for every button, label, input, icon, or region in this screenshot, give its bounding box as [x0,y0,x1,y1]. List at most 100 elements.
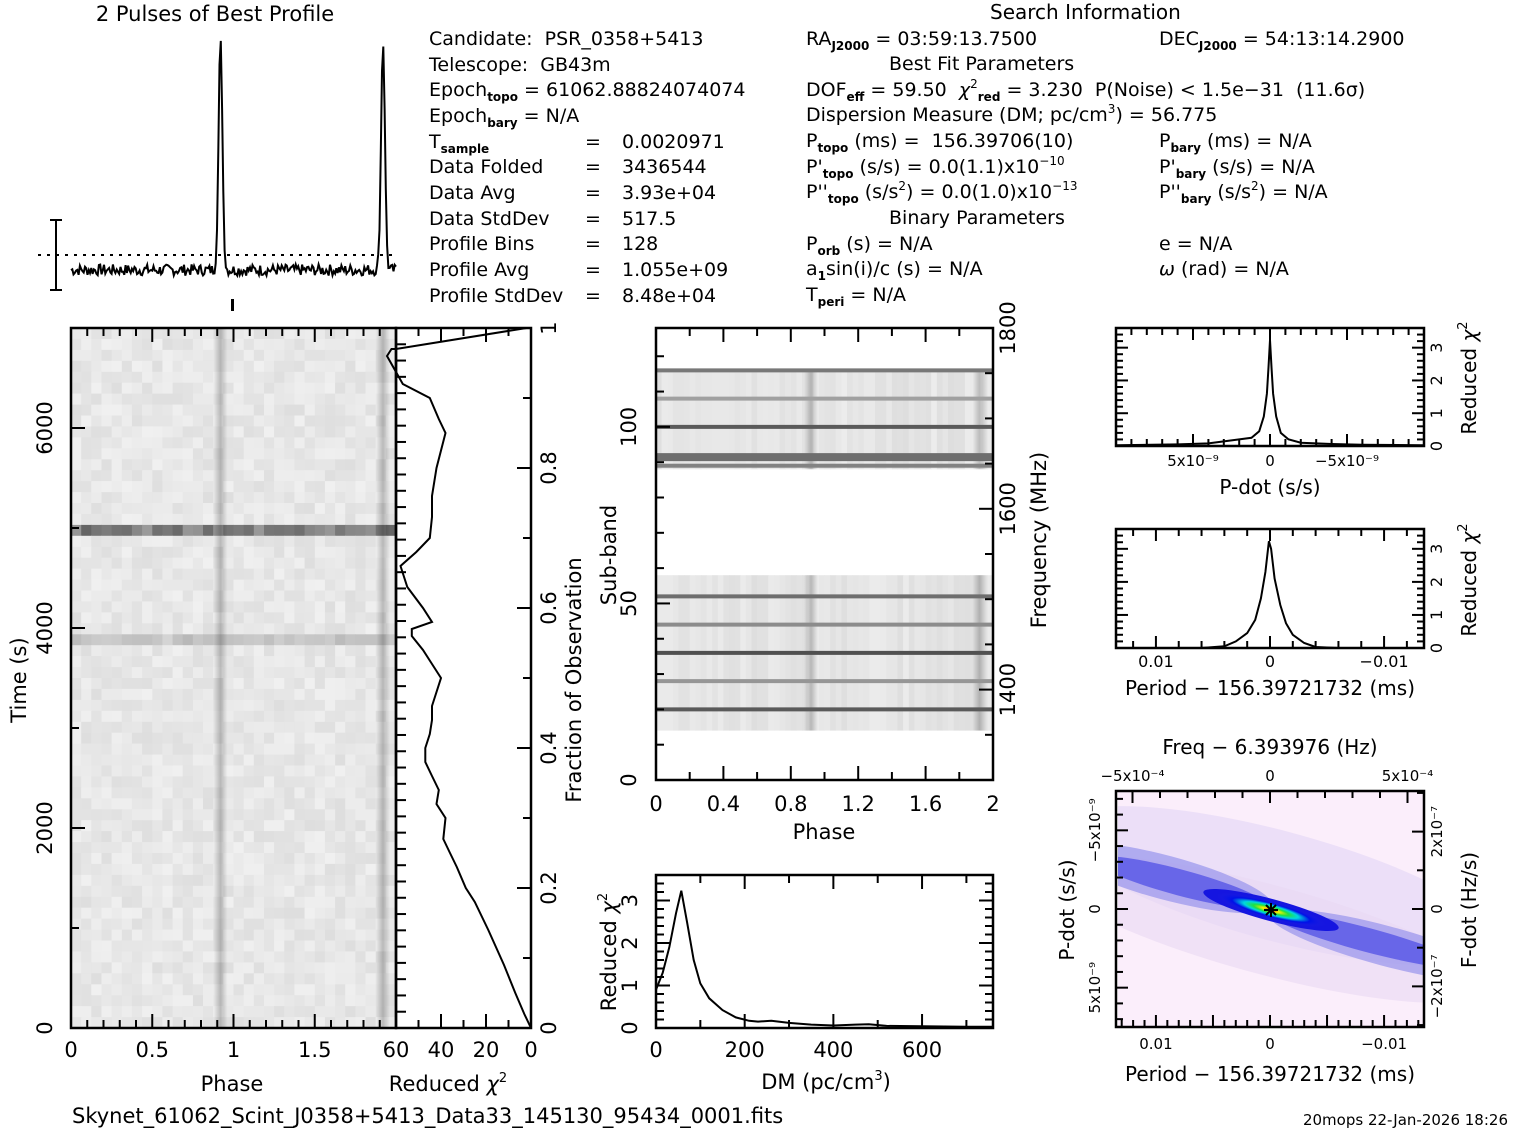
heatmap-cell [284,743,295,755]
heatmap-cell [203,754,214,766]
heatmap-cell [243,940,255,952]
rfi-row [656,650,993,655]
rfi-row [656,463,993,468]
heatmap-cell [101,415,113,427]
subband-cell [757,370,764,470]
heatmap-cell [243,415,255,427]
heatmap-cell [314,667,326,679]
heatmap-cell [172,459,184,471]
heatmap-cell [294,874,306,887]
heatmap-cell [385,732,397,745]
heatmap-cell [345,328,356,340]
heatmap-cell [304,699,316,712]
heatmap-cell [304,349,316,362]
heatmap-cell [324,743,336,755]
heatmap-cell [71,513,82,526]
heatmap-cell [81,765,92,777]
heatmap-cell [385,678,397,690]
heatmap-cell [192,765,204,777]
heatmap-cell [264,656,275,668]
heatmap-cell [324,393,336,405]
heatmap-cell [314,863,326,876]
heatmap-cell [152,470,163,482]
heatmap-cell [345,623,356,635]
heatmap-cell [385,360,397,373]
heatmap-cell [172,579,184,591]
heatmap-cell [182,546,194,559]
heatmap-cell [233,404,245,416]
heatmap-cell [233,699,245,712]
heatmap-cell [203,995,214,1007]
heatmap-cell [253,984,265,996]
rfi-row [656,424,993,429]
heatmap-cell [162,579,174,591]
heatmap-cell [223,393,234,405]
heatmap-cell [355,503,367,515]
heatmap-cell [162,645,174,657]
heatmap-cell [131,492,143,504]
tick-label: 0 [1428,904,1446,914]
heatmap-cell [172,470,184,482]
heatmap-cell [264,863,275,876]
heatmap-cell [121,699,133,712]
heatmap-cell [233,678,245,690]
heatmap-cell [91,426,102,438]
heatmap-cell [101,863,113,876]
heatmap-cell [223,426,234,438]
heatmap-cell [335,492,346,504]
heatmap-cell [243,448,255,460]
subband-cell [818,370,825,470]
pulse-track [376,328,390,1028]
heatmap-cell [284,787,295,799]
heatmap-cell [111,831,123,843]
heatmap-cell [233,634,245,646]
heatmap-cell [274,535,285,548]
heatmap-cell [182,437,194,449]
heatmap-cell [365,787,377,799]
heatmap-cell [81,634,92,646]
heatmap-cell [172,360,184,373]
heatmap-cell [274,437,285,449]
heatmap-cell [385,721,397,734]
heatmap-cell [284,634,295,646]
heatmap-cell [264,874,275,887]
heatmap-cell [111,874,123,887]
info-pdot-bary: P'bary (s/s) = N/A [1159,156,1315,181]
subband-cell [745,370,752,470]
heatmap-cell [314,776,326,788]
heatmap-cell [172,656,184,668]
heatmap-cell [385,371,397,384]
heatmap-cell [294,426,306,438]
heatmap-cell [81,809,92,821]
heatmap-cell [203,820,214,832]
heatmap-cell [162,962,174,974]
heatmap-cell [385,929,397,941]
heatmap-cell [111,678,123,690]
subband-cell [964,370,971,470]
heatmap-cell [203,732,214,745]
heatmap-cell [294,535,306,548]
heatmap-cell [71,415,82,427]
heatmap-cell [152,929,163,941]
heatmap-cell [142,393,153,405]
heatmap-cell [172,1006,184,1018]
heatmap-cell [335,546,346,559]
heatmap-cell [304,667,316,679]
heatmap-cell [121,382,133,395]
heatmap-cell [264,404,275,416]
heatmap-cell [314,951,326,963]
heatmap-cell [91,546,102,559]
heatmap-cell [335,831,346,843]
heatmap-cell [71,404,82,416]
heatmap-cell [172,404,184,416]
heatmap-cell [274,513,285,526]
heatmap-cell [284,426,295,438]
heatmap-cell [335,645,346,657]
heatmap-cell [152,459,163,471]
heatmap-cell [385,754,397,766]
heatmap-cell [304,634,316,646]
heatmap-cell [142,940,153,952]
heatmap-cell [233,688,245,701]
heatmap-cell [365,415,377,427]
heatmap-cell [142,656,153,668]
